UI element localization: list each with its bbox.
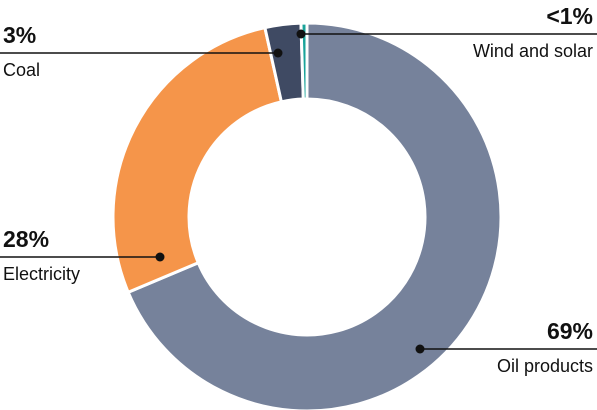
category-label: Wind and solar — [473, 41, 593, 61]
slice — [126, 21, 503, 410]
category-label: Oil products — [497, 356, 593, 376]
value-label: 69% — [547, 318, 593, 344]
value-label: 3% — [3, 22, 36, 48]
category-label: Coal — [3, 60, 40, 80]
slice — [299, 21, 309, 101]
value-label: <1% — [546, 3, 593, 29]
leader-dot — [415, 344, 425, 354]
value-label: 28% — [3, 226, 49, 252]
leader-dot — [155, 252, 165, 262]
category-label: Electricity — [3, 264, 80, 284]
leader-dot — [296, 29, 306, 39]
leader-dot — [273, 48, 283, 58]
slice — [111, 25, 284, 295]
